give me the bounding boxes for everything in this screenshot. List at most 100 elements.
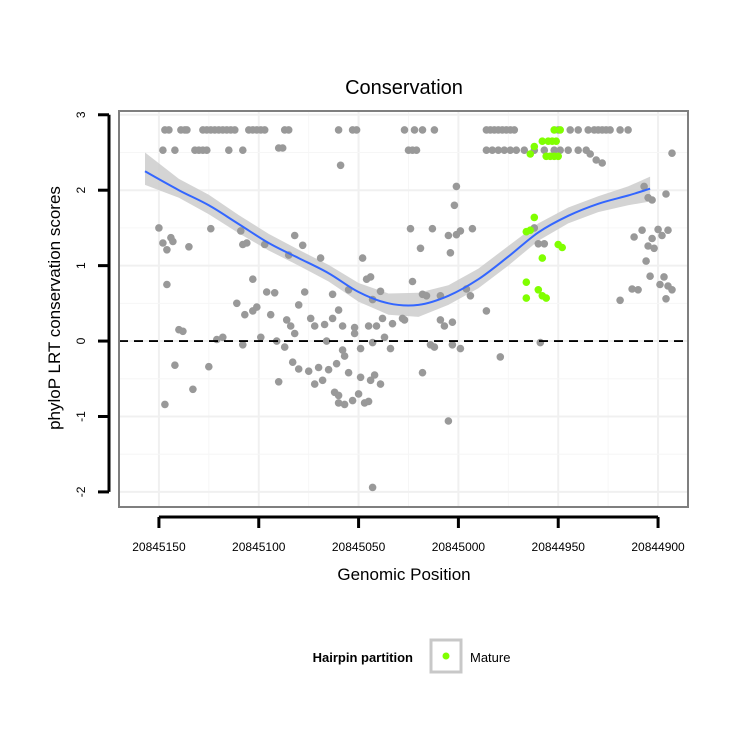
data-point [450,201,459,210]
x-axis-label: Genomic Position [337,565,470,584]
data-point [564,146,572,154]
data-point [416,244,425,253]
data-point [294,301,303,309]
data-point [534,240,543,248]
data-point [310,322,319,330]
data-point [456,344,465,353]
data-point [340,400,349,409]
data-point [171,361,179,370]
data-point [231,126,239,134]
data-point [320,320,329,329]
data-point [410,126,419,134]
data-point [334,391,343,400]
data-point [380,333,389,342]
data-point [644,242,652,250]
data-point [500,146,509,154]
data-point [406,224,415,233]
data-point [332,359,341,368]
data-point [386,344,395,353]
data-point [266,310,275,319]
data-point [159,146,167,154]
data-point [400,126,409,134]
legend: Hairpin partition Mature [313,638,510,674]
data-point [185,243,193,251]
legend-label-mature: Mature [470,650,510,665]
data-point [237,227,245,235]
mature-point [538,254,547,262]
mature-point [522,227,531,236]
data-point [239,146,247,154]
data-point [444,231,453,240]
data-point [282,316,291,324]
mature-point [558,243,566,252]
data-point [630,233,638,241]
data-point [506,146,515,154]
data-point [640,182,648,191]
data-point [494,146,503,154]
data-point [358,254,367,262]
x-axis: 20845150 20845100 20845050 20845000 20844950… [132,515,685,554]
data-point [322,337,331,345]
mature-point [534,286,543,294]
y-tick-label: -2 [74,486,88,497]
x-tick-label: 20845100 [232,540,286,554]
data-point [448,341,457,349]
data-point [428,224,437,233]
data-point [340,352,349,360]
data-point [616,126,624,134]
data-point [163,280,171,289]
data-point [556,146,564,154]
mature-point [522,278,531,287]
data-point [356,344,365,353]
data-point [642,257,650,265]
data-point [286,322,295,330]
data-point [290,231,299,240]
data-point [634,286,642,294]
data-point [430,343,439,351]
data-point [262,288,271,296]
data-point [203,146,211,154]
data-point [239,240,247,249]
data-point [466,292,475,300]
data-point [239,341,247,349]
data-point [468,224,477,233]
data-point [598,159,606,167]
data-point [338,346,347,354]
data-point [584,126,592,134]
data-point [372,322,381,330]
data-point [662,295,670,303]
data-point [169,237,177,246]
data-point [155,224,163,232]
data-point [418,126,427,134]
data-point [370,371,379,379]
data-point [430,126,439,134]
data-point [334,126,343,134]
data-point [448,318,457,327]
data-point [616,296,624,305]
data-point [260,126,269,134]
data-point [408,277,417,286]
data-point [488,146,497,154]
data-point [512,146,521,154]
x-tick-label: 20845150 [132,540,186,554]
legend-key-mature-dot [442,652,450,660]
y-tick-label: 0 [74,337,88,344]
data-point [183,126,191,134]
data-point [400,316,409,324]
data-point [316,254,325,262]
data-point [338,322,347,330]
data-point [550,146,558,154]
data-point [376,287,385,296]
data-point [440,322,449,330]
data-point [592,156,600,164]
data-point [574,126,582,134]
confidence-band [145,152,651,317]
data-point [300,288,309,296]
mature-point [556,126,564,134]
data-point [378,314,387,323]
data-point [278,144,287,152]
data-point [161,400,169,409]
data-point [376,380,385,388]
data-point [336,161,345,170]
data-point [348,396,357,405]
